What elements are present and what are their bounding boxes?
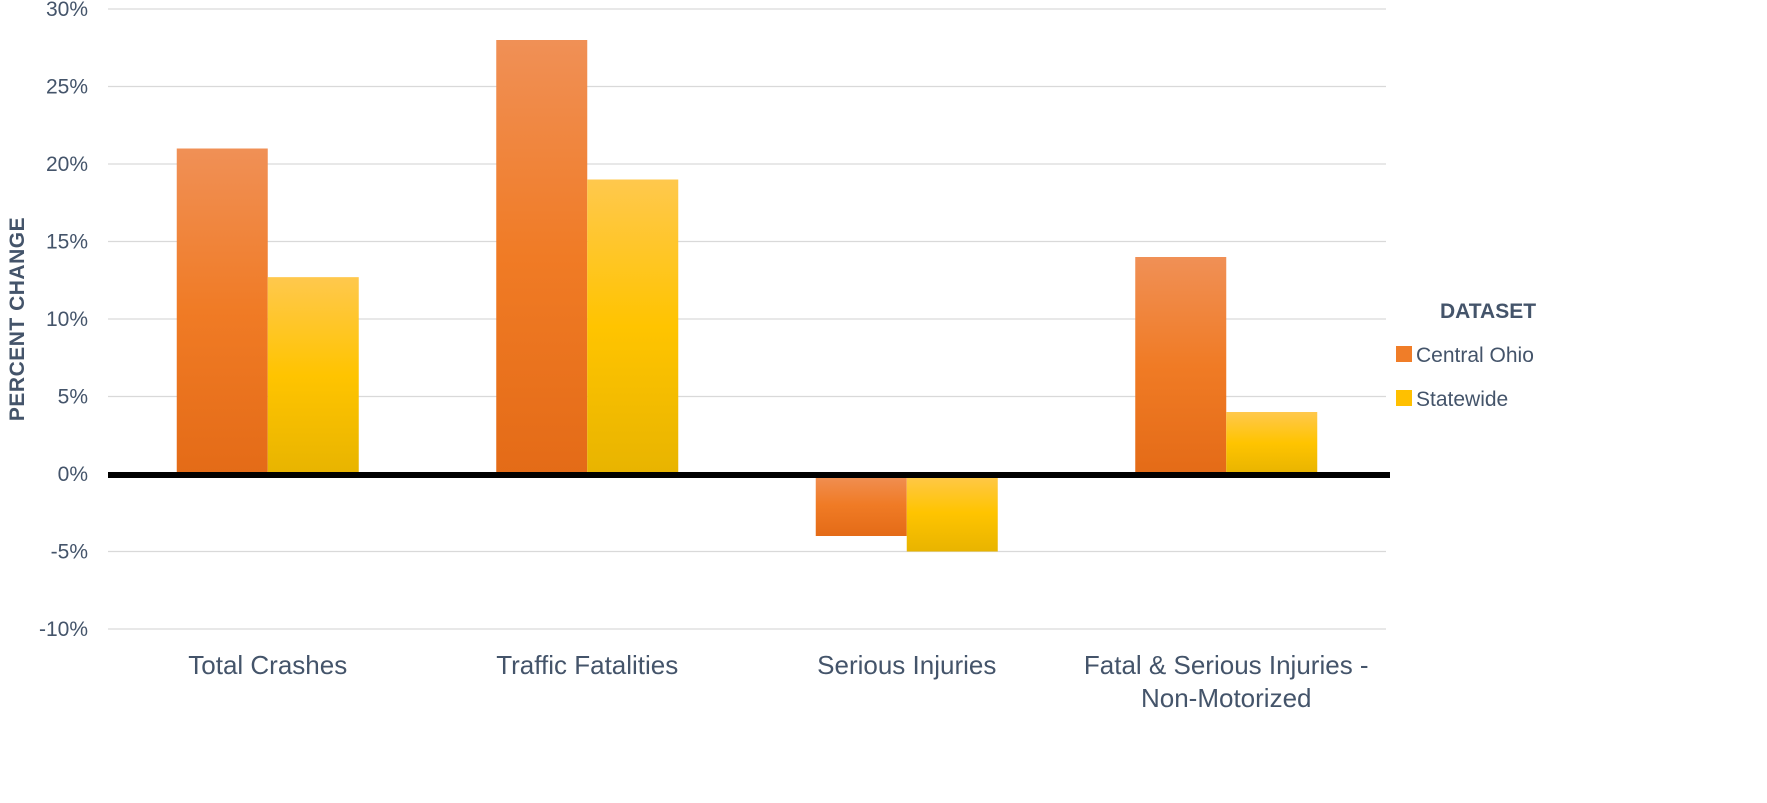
bar-central-ohio — [1135, 257, 1227, 474]
y-axis-ticks: 30% 25% 20% 15% 10% 5% 0% -5% -10% — [39, 0, 88, 641]
y-tick-label: -5% — [51, 541, 88, 564]
x-axis-categories: Total Crashes Traffic Fatalities Serious I… — [188, 650, 1368, 713]
x-category-label: Total Crashes — [188, 650, 347, 680]
bar-statewide — [906, 474, 998, 552]
legend-title: DATASET — [1440, 300, 1536, 323]
x-category-label: Serious Injuries — [817, 650, 996, 680]
y-tick-label: 10% — [46, 308, 88, 331]
x-category-label: Fatal & Serious Injuries -Non-Motorized — [1084, 650, 1369, 713]
bars — [176, 40, 1318, 552]
x-category-label: Traffic Fatalities — [496, 650, 678, 680]
y-tick-label: 15% — [46, 231, 88, 254]
legend-swatch — [1396, 390, 1412, 406]
bar-statewide — [1226, 412, 1318, 474]
bar-central-ohio — [815, 474, 907, 536]
bar-central-ohio — [496, 40, 588, 474]
y-tick-label: 25% — [46, 76, 88, 99]
y-tick-label: 5% — [58, 386, 88, 409]
y-tick-label: -10% — [39, 618, 88, 641]
legend-label: Central Ohio — [1416, 344, 1534, 367]
legend: DATASET Central Ohio Statewide — [1396, 300, 1536, 411]
legend-swatch — [1396, 346, 1412, 362]
y-axis-title: PERCENT CHANGE — [6, 217, 29, 421]
y-tick-label: 30% — [46, 0, 88, 21]
legend-label: Statewide — [1416, 388, 1508, 411]
bar-statewide — [267, 277, 359, 474]
y-tick-label: 0% — [58, 463, 88, 486]
bar-central-ohio — [176, 148, 268, 474]
y-tick-label: 20% — [46, 153, 88, 176]
bar-statewide — [587, 179, 679, 474]
